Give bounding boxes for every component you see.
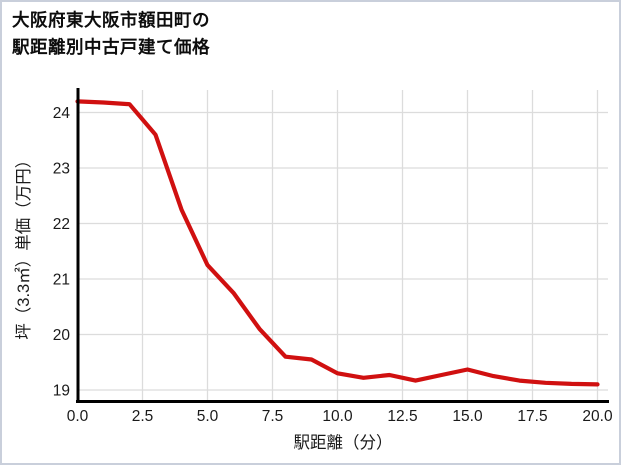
x-tick-label: 15.0	[452, 408, 483, 425]
chart-title-line1: 大阪府東大阪市額田町の	[12, 10, 210, 30]
x-tick-label: 20.0	[582, 408, 613, 425]
y-tick-label: 21	[53, 272, 70, 289]
x-tick-label: 17.5	[517, 408, 547, 425]
y-tick-label: 20	[53, 327, 71, 344]
y-axis-title: 坪（3.3㎡）単価（万円）	[14, 152, 33, 340]
x-tick-label: 12.5	[387, 408, 417, 425]
x-tick-label: 10.0	[322, 408, 353, 425]
chart-title-line2: 駅距離別中古戸建て価格	[12, 37, 210, 58]
x-tick-label: 2.5	[132, 408, 154, 425]
y-tick-label: 19	[53, 383, 70, 400]
x-tick-label: 5.0	[197, 408, 219, 425]
x-tick-label: 7.5	[262, 408, 284, 425]
y-tick-label: 24	[53, 105, 71, 122]
x-tick-label: 0.0	[67, 408, 89, 425]
y-tick-label: 23	[53, 161, 70, 178]
price-line	[75, 99, 600, 387]
x-axis-title: 駅距離（分）	[294, 433, 393, 452]
y-tick-label: 22	[53, 216, 70, 233]
chart-title: 大阪府東大阪市額田町の 駅距離別中古戸建て価格	[12, 7, 210, 61]
